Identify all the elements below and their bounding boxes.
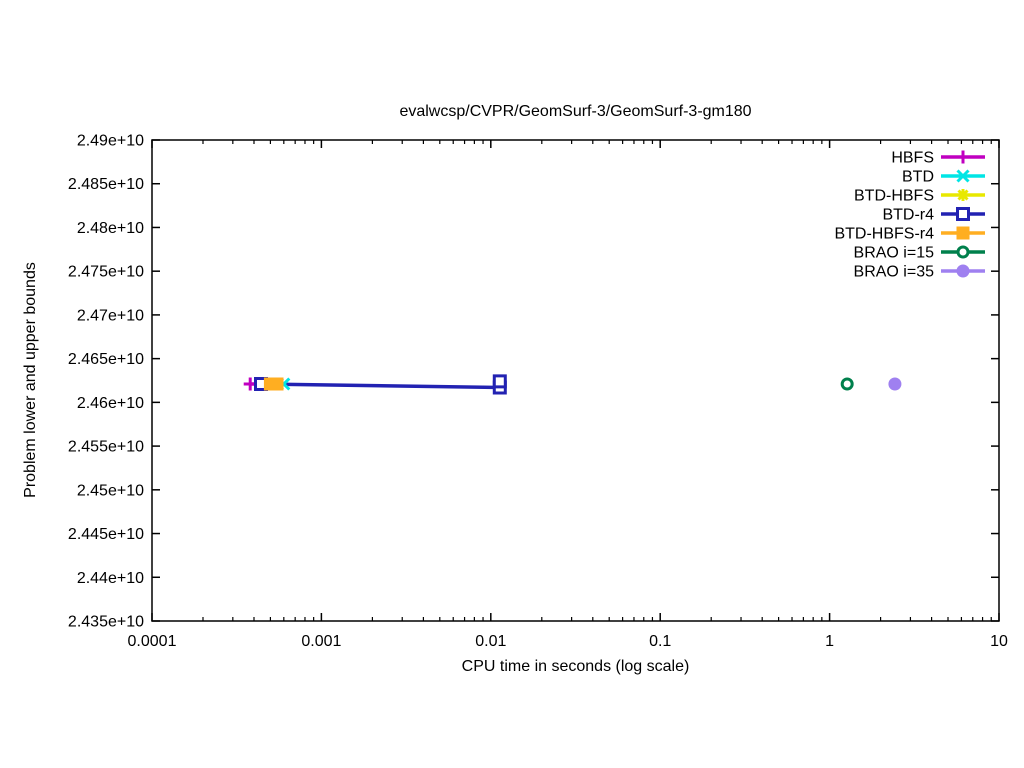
svg-text:2.485e+10: 2.485e+10 [68,176,144,193]
chart-title: evalwcsp/CVPR/GeomSurf-3/GeomSurf-3-gm18… [399,103,752,120]
svg-text:2.465e+10: 2.465e+10 [68,351,144,368]
svg-text:BTD-HBFS: BTD-HBFS [854,188,934,205]
svg-text:2.475e+10: 2.475e+10 [68,264,144,281]
svg-text:2.455e+10: 2.455e+10 [68,439,144,456]
series-markers-BTD-r4 [254,374,507,395]
svg-text:BTD: BTD [902,169,934,186]
legend-item-BTD-HBFS: BTD-HBFS [854,188,985,205]
series-line-BTD-r4 [260,381,502,390]
svg-text:BRAO i=15: BRAO i=15 [854,245,935,262]
series-markers-BRAO-i-35 [888,377,902,391]
svg-text:10: 10 [990,633,1008,650]
x-axis-label: CPU time in seconds (log scale) [461,658,690,675]
svg-text:2.435e+10: 2.435e+10 [68,614,144,631]
svg-text:2.44e+10: 2.44e+10 [77,570,144,587]
svg-text:BTD-HBFS-r4: BTD-HBFS-r4 [834,226,934,243]
legend-item-BTD-HBFS-r4: BTD-HBFS-r4 [834,226,985,243]
svg-text:0.0001: 0.0001 [128,633,177,650]
legend-item-BRAO-i-35: BRAO i=35 [854,264,985,281]
svg-text:BRAO i=35: BRAO i=35 [854,264,935,281]
y-axis-ticks: 2.49e+10 2.485e+10 2.48e+10 2.475e+10 2.47e+… [68,133,999,631]
legend: HBFS BTD BTD-HBFS BTD-r4 BTD-HBFS-r4 BRAO i=1… [834,150,985,281]
svg-text:2.45e+10: 2.45e+10 [77,482,144,499]
series-markers-BRAO-i-15 [840,377,854,391]
legend-item-BTD-r4: BTD-r4 [882,207,985,224]
svg-text:1: 1 [825,633,834,650]
legend-item-BRAO-i-15: BRAO i=15 [854,245,985,262]
svg-text:2.47e+10: 2.47e+10 [77,307,144,324]
svg-text:2.46e+10: 2.46e+10 [77,395,144,412]
plot-border [151,139,1000,622]
legend-item-BTD: BTD [902,169,985,186]
svg-text:2.445e+10: 2.445e+10 [68,526,144,543]
svg-text:0.01: 0.01 [475,633,506,650]
svg-text:BTD-r4: BTD-r4 [882,207,934,224]
svg-text:2.49e+10: 2.49e+10 [77,133,144,150]
svg-text:0.001: 0.001 [301,633,341,650]
svg-text:2.48e+10: 2.48e+10 [77,220,144,237]
series-markers-BTD-HBFS-r4 [263,377,284,391]
legend-item-HBFS: HBFS [891,150,985,167]
svg-text:HBFS: HBFS [891,150,934,167]
svg-text:0.1: 0.1 [649,633,671,650]
x-axis-ticks: 0.0001 0.001 0.01 0.1 1 10 [128,140,1008,650]
